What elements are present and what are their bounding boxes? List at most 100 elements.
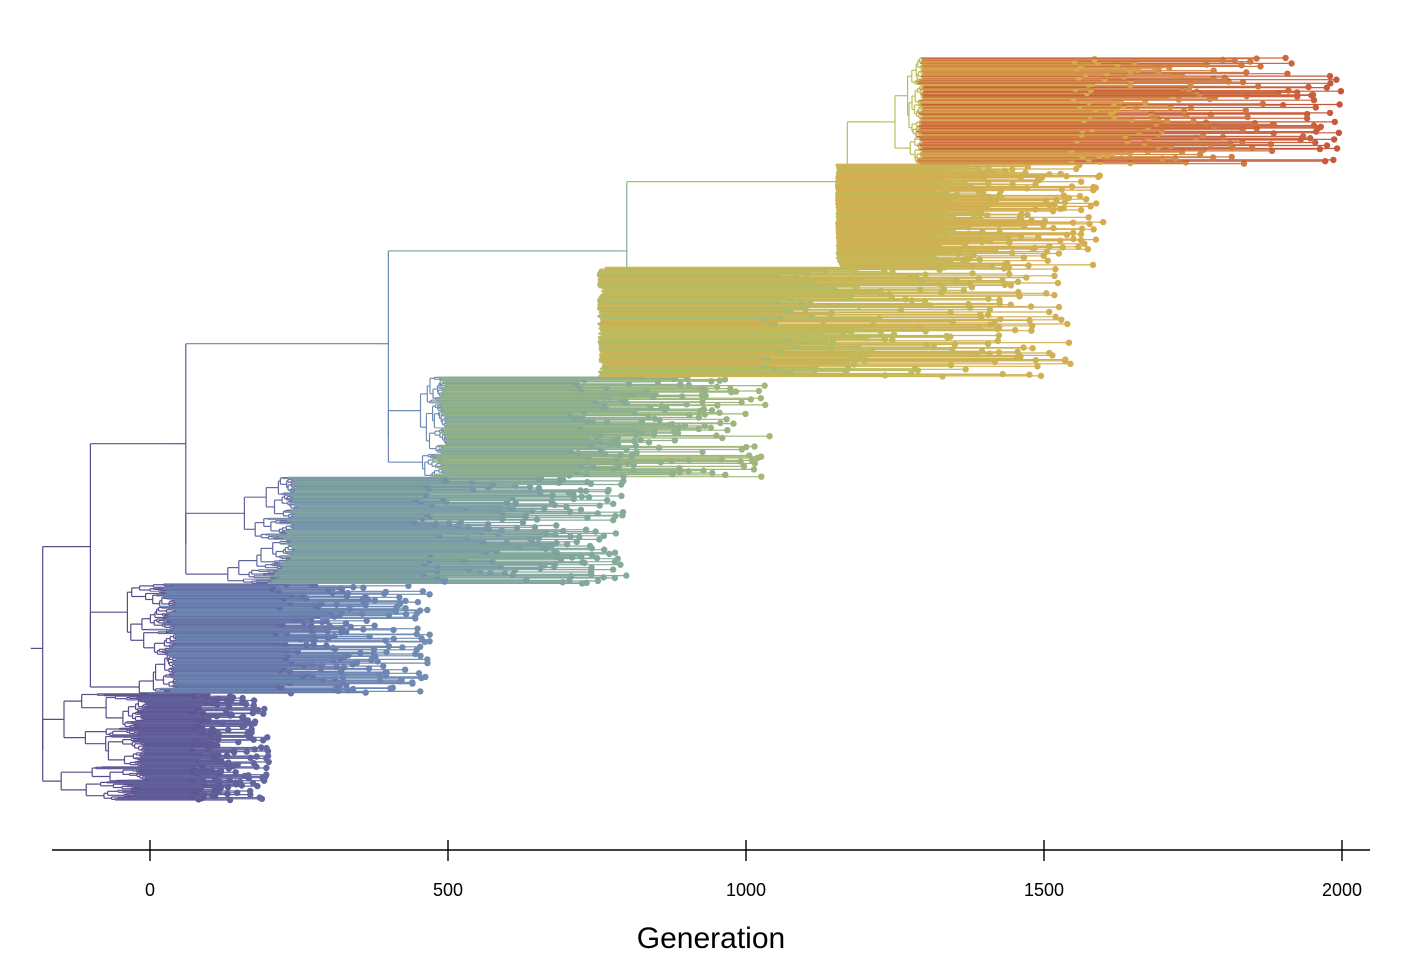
tip-point-1017 bbox=[1068, 183, 1076, 190]
tip-point-1154 bbox=[1259, 100, 1267, 108]
tip-point-157 bbox=[250, 702, 257, 709]
tip-point-330 bbox=[402, 597, 409, 605]
tip-point-253 bbox=[399, 644, 406, 651]
tip-point-1124 bbox=[1331, 118, 1339, 126]
x-tick-label-1000: 1000 bbox=[726, 880, 766, 900]
tip-point-239 bbox=[417, 652, 424, 659]
tip-point-960 bbox=[1041, 217, 1049, 225]
tip-point-74 bbox=[223, 752, 231, 759]
tip-point-408 bbox=[606, 550, 613, 558]
tip-point-424 bbox=[563, 541, 571, 548]
tip-point-172 bbox=[226, 693, 234, 700]
tip-point-1122 bbox=[1251, 120, 1259, 127]
x-axis-ticks: 0 500 1000 1500 2000 bbox=[145, 840, 1362, 900]
tip-point-940 bbox=[1070, 229, 1077, 237]
tip-point-958 bbox=[1100, 218, 1107, 226]
tip-point-1176 bbox=[1285, 87, 1292, 94]
tip-point-772 bbox=[890, 331, 898, 338]
tip-point-587 bbox=[632, 442, 640, 450]
tip-point-1095 bbox=[1331, 136, 1338, 143]
tip-point-438 bbox=[600, 532, 608, 539]
tip-point-28 bbox=[249, 779, 257, 787]
tip-point-942 bbox=[979, 228, 986, 235]
tip-point-130 bbox=[251, 718, 259, 725]
tip-point-308 bbox=[402, 611, 410, 618]
tip-point-536 bbox=[758, 473, 765, 480]
tip-point-620 bbox=[701, 422, 708, 430]
tip-point-1065 bbox=[1210, 154, 1217, 161]
tip-point-527 bbox=[584, 478, 591, 486]
tip-point-758 bbox=[1065, 339, 1073, 346]
tip-point-872 bbox=[1006, 270, 1013, 278]
tip-point-274 bbox=[426, 631, 433, 638]
tip-point-797 bbox=[997, 316, 1004, 323]
x-tick-label-0: 0 bbox=[145, 880, 155, 900]
tip-point-1156 bbox=[1142, 99, 1149, 106]
tip-point-221 bbox=[333, 663, 340, 670]
tip-point-1175 bbox=[1337, 88, 1345, 95]
tip-point-455 bbox=[553, 522, 560, 529]
tip-point-376 bbox=[501, 570, 509, 577]
tip-point-546 bbox=[700, 467, 707, 474]
tip-point-440 bbox=[552, 531, 559, 538]
tip-point-363 bbox=[594, 577, 602, 585]
tip-point-1209 bbox=[1210, 67, 1217, 74]
tip-point-715 bbox=[911, 365, 918, 372]
tip-point-989 bbox=[1093, 200, 1100, 207]
tip-point-169 bbox=[239, 694, 246, 702]
tip-point-1181 bbox=[1323, 84, 1331, 91]
tip-point-907 bbox=[1009, 249, 1016, 257]
tip-point-615 bbox=[695, 425, 702, 433]
tip-point-1090 bbox=[1312, 139, 1319, 146]
tip-point-695 bbox=[716, 377, 723, 384]
tip-point-442 bbox=[612, 530, 620, 537]
tip-point-218 bbox=[365, 665, 373, 672]
x-tick-label-1500: 1500 bbox=[1024, 880, 1064, 900]
tip-point-938 bbox=[1077, 230, 1085, 238]
tip-point-233 bbox=[424, 656, 431, 663]
tip-point-428 bbox=[573, 538, 580, 545]
tip-point-1004 bbox=[953, 191, 961, 198]
tip-point-948 bbox=[1050, 224, 1057, 232]
tip-point-703 bbox=[1037, 372, 1045, 380]
tip-point-1097 bbox=[1307, 135, 1314, 142]
tip-point-328 bbox=[414, 598, 422, 606]
tip-point-1099 bbox=[1219, 133, 1227, 141]
tip-point-1106 bbox=[1335, 129, 1343, 136]
tip-point-660 bbox=[699, 398, 706, 406]
tip-point-818 bbox=[1027, 303, 1035, 310]
tip-point-750 bbox=[1020, 344, 1027, 351]
tip-point-984 bbox=[1087, 203, 1094, 210]
tip-point-263 bbox=[426, 638, 433, 645]
tip-point-817 bbox=[1055, 303, 1063, 311]
tip-point-749 bbox=[1029, 345, 1036, 352]
tip-point-1040 bbox=[1022, 169, 1029, 176]
tip-point-505 bbox=[549, 492, 556, 499]
tip-point-869 bbox=[1051, 272, 1058, 279]
tip-point-873 bbox=[969, 270, 976, 277]
tip-point-561 bbox=[737, 458, 744, 465]
tip-point-296 bbox=[323, 618, 330, 625]
tip-point-563 bbox=[748, 457, 756, 464]
tip-point-178 bbox=[362, 689, 369, 696]
tip-point-61 bbox=[250, 760, 257, 767]
tip-point-353 bbox=[350, 583, 357, 591]
tip-point-1221 bbox=[1288, 60, 1295, 67]
tip-point-577 bbox=[699, 448, 706, 456]
tip-point-1219 bbox=[1203, 61, 1210, 68]
tip-point-721 bbox=[947, 361, 955, 369]
tip-point-216 bbox=[401, 666, 409, 673]
tip-point-542 bbox=[709, 469, 716, 477]
tip-point-1200 bbox=[1326, 72, 1334, 80]
x-axis-title: Generation bbox=[637, 922, 785, 955]
tip-point-659 bbox=[738, 399, 745, 406]
tip-point-529 bbox=[620, 477, 627, 485]
tip-point-966 bbox=[1085, 214, 1092, 221]
tip-point-596 bbox=[671, 437, 678, 444]
tip-point-941 bbox=[996, 229, 1003, 236]
tip-point-222 bbox=[380, 662, 387, 670]
tip-point-1085 bbox=[1323, 142, 1331, 149]
tip-point-195 bbox=[409, 679, 416, 686]
tip-point-504 bbox=[618, 492, 625, 500]
